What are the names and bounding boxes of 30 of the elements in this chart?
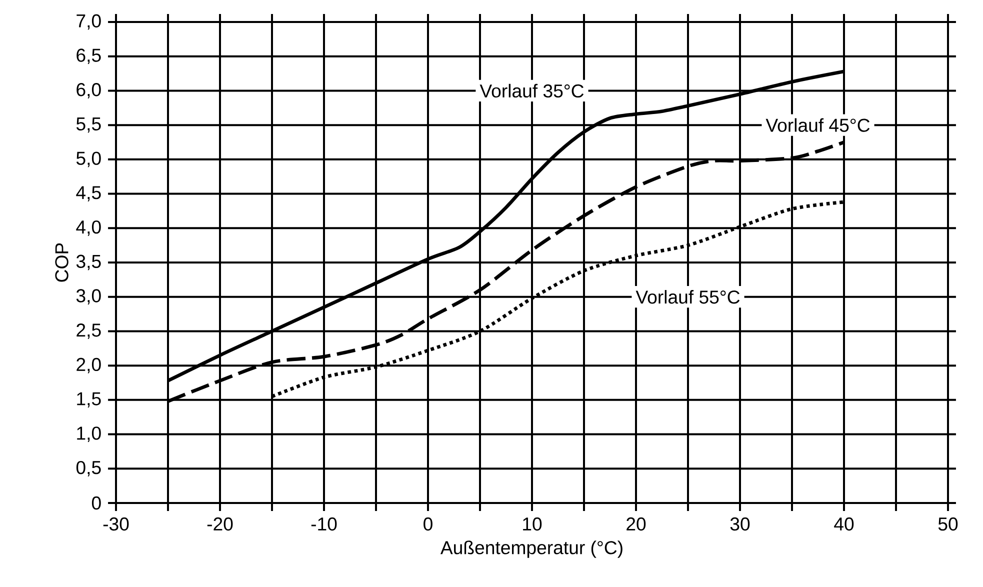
y-tick-label: 5,0 [76,152,101,168]
y-tick-label: 0 [92,496,101,510]
x-tick-label: 50 [938,517,958,531]
y-tick-label: 6,0 [76,83,101,98]
line-series [270,200,846,398]
series-label: Vorlauf 45°C [766,118,870,132]
y-tick-label: 4,5 [76,186,101,202]
series-label: Vorlauf 35°C [480,84,584,98]
x-tick-label: 10 [523,517,542,531]
y-tick-label: 5,5 [76,117,101,133]
x-tick-label: -30 [103,517,129,531]
y-tick-label: 1,0 [77,426,101,442]
x-tick-label: 0 [424,517,432,531]
x-axis-title: Außentemperatur (°C) [440,540,622,558]
y-axis-title: COP [55,243,68,282]
y-tick-label: 7,0 [76,14,101,30]
y-tick-label: 3,0 [76,289,101,305]
x-tick-label: -10 [311,517,337,531]
y-tick-label: 6,5 [76,48,101,64]
x-tick-label: 20 [626,517,646,531]
y-tick-label: 4,0 [76,220,101,236]
y-tick-label: 2,0 [76,358,101,374]
x-tick-label: 40 [834,517,854,531]
y-tick-label: 3,5 [76,254,101,270]
series-label: Vorlauf 55°C [636,290,740,304]
y-tick-label: 0,5 [76,460,101,476]
x-tick-label: 30 [730,517,750,531]
x-tick-label: -20 [207,517,233,531]
y-tick-label: 1,5 [77,392,101,408]
y-tick-label: 2,5 [76,324,101,339]
